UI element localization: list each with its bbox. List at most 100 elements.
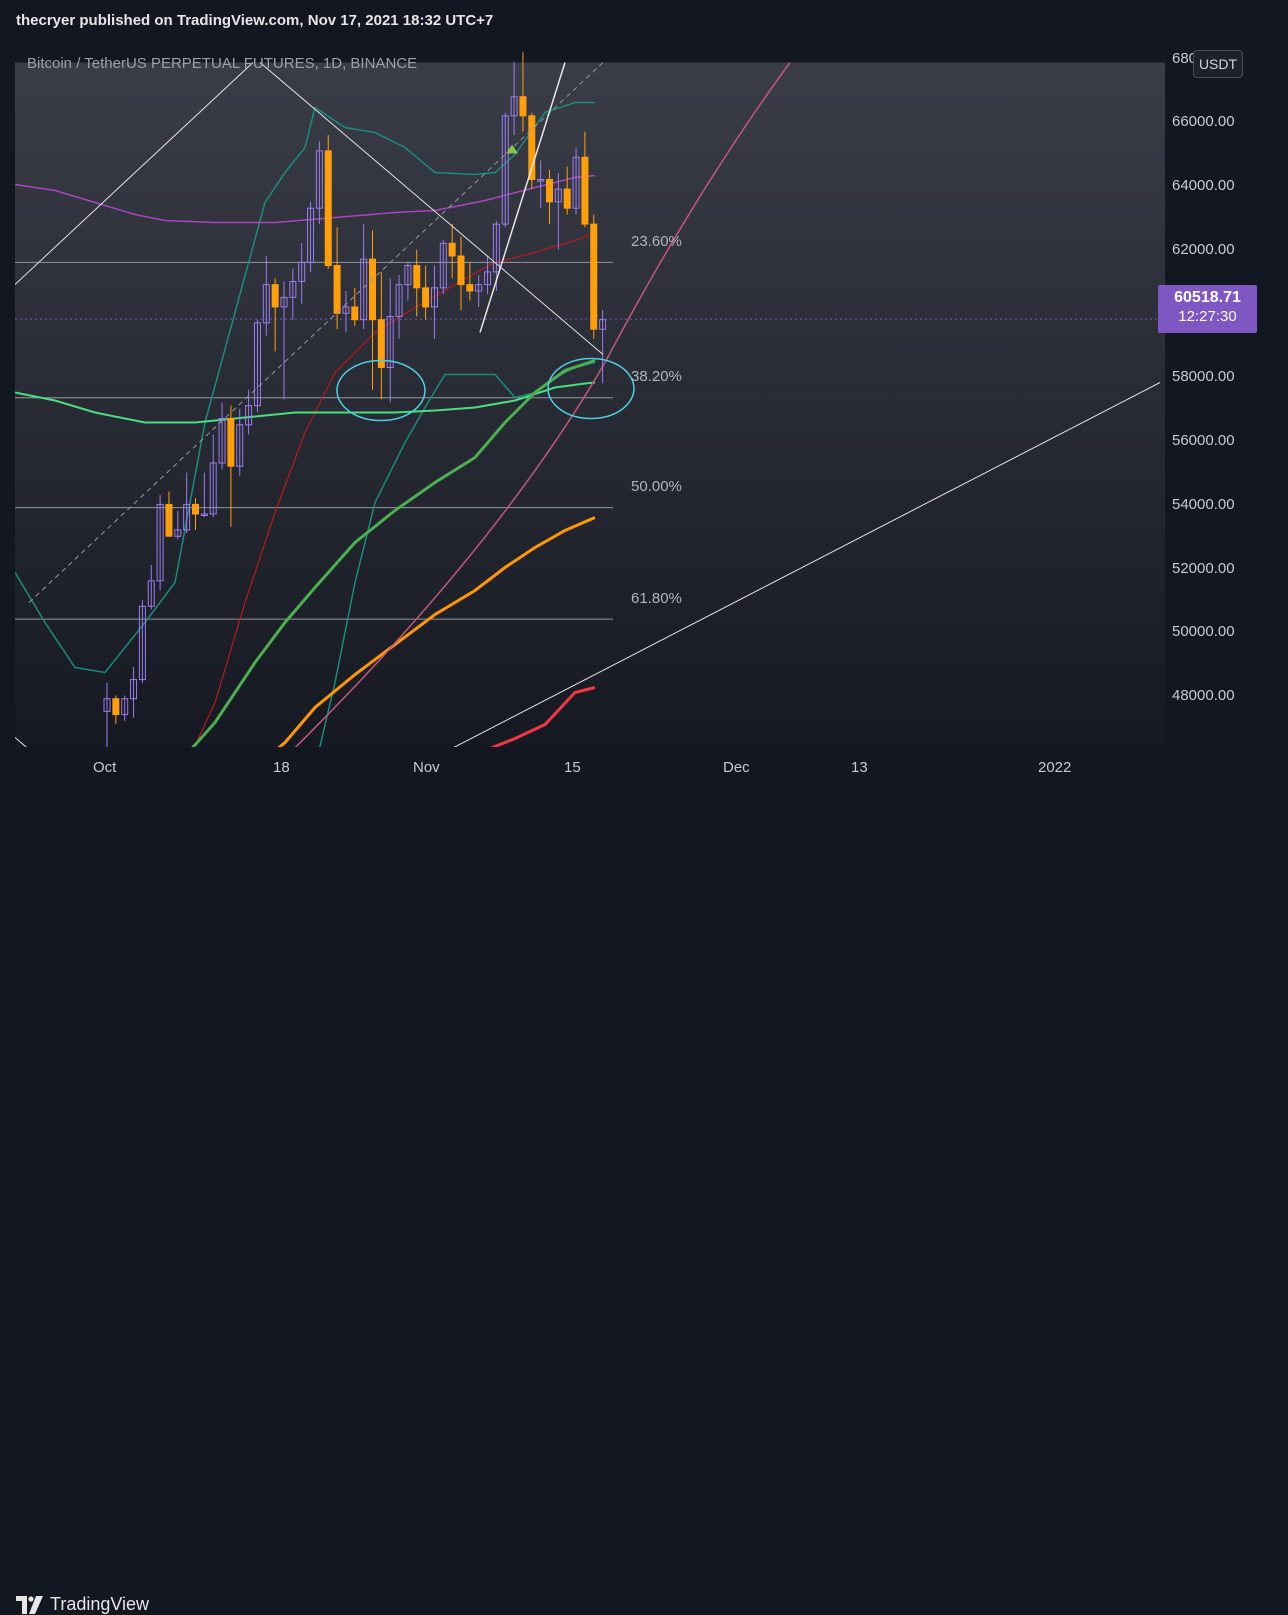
candle-body-12 (209, 462, 217, 515)
candle-body-50 (546, 179, 553, 203)
candle-body-29 (360, 258, 368, 321)
candle-body-31 (377, 319, 385, 368)
candle-body-43 (484, 271, 492, 286)
ma-light-green-line (15, 381, 596, 424)
candle-body-46 (510, 96, 518, 117)
candle-body-53 (572, 156, 580, 209)
middle-band-line (184, 231, 596, 768)
symbol-title: Bitcoin / TetherUS PERPETUAL FUTURES, 1D… (27, 55, 418, 72)
brand-name: TradingView (50, 1594, 150, 1614)
price-tick-label: 66000.00 (1172, 113, 1235, 130)
long-support-line (414, 382, 1161, 768)
ma-orange-line (254, 516, 596, 769)
candle-body-35 (413, 265, 421, 289)
candle-body-21 (289, 280, 297, 298)
price-chart[interactable] (15, 42, 1165, 788)
candle-body-49 (537, 179, 545, 182)
buy-signal-icon (506, 144, 518, 154)
price-tick-label-partial: 68000.00 (1172, 50, 1194, 67)
highlight-circle-left (336, 359, 426, 422)
steep-trendline (479, 62, 566, 333)
time-tick-label: 15 (564, 759, 581, 776)
candle-body-11 (200, 513, 208, 516)
candle-body-52 (563, 188, 571, 209)
trendline-up-left (15, 62, 254, 285)
publisher-info: thecryer published on TradingView.com, N… (16, 12, 494, 29)
candle-body-41 (466, 284, 474, 292)
candle-body-47 (519, 96, 527, 117)
candle-body-10 (192, 503, 199, 515)
candle-body-3 (130, 679, 138, 700)
candle-body-55 (590, 223, 598, 330)
fib-lines (15, 261, 1165, 620)
pink-curve (274, 62, 791, 769)
candle-body-33 (395, 284, 403, 317)
price-axis[interactable] (1165, 42, 1288, 788)
ma-purple-line (15, 174, 596, 224)
candle-body-34 (404, 265, 412, 286)
candle-body-9 (183, 503, 191, 531)
candle-body-23 (307, 207, 315, 263)
candle-body-48 (528, 115, 536, 181)
candle-body-30 (369, 258, 376, 321)
candle-body-38 (439, 242, 447, 289)
time-tick-label: 18 (273, 759, 290, 776)
time-tick-label: Nov (413, 759, 440, 776)
candle-body-26 (333, 265, 341, 314)
highlight-circle-right (547, 357, 635, 420)
candle-body-44 (492, 223, 500, 273)
price-tick-label: 64000.00 (1172, 177, 1235, 194)
candles (103, 52, 607, 788)
candle-body-8 (174, 529, 182, 537)
time-tick-label: Dec (723, 759, 750, 776)
candle-body-25 (324, 150, 332, 267)
price-tick-label: 58000.00 (1172, 368, 1235, 385)
candle-body-45 (501, 115, 509, 225)
candle-body-7 (165, 503, 173, 537)
price-tick-label: 54000.00 (1172, 496, 1235, 513)
candle-body-32 (386, 315, 394, 368)
candle-body-24 (315, 150, 323, 209)
candle-body-40 (457, 255, 465, 286)
bar-countdown: 12:27:30 (1178, 308, 1237, 325)
last-price-badge: 60518.71 12:27:30 (1158, 285, 1257, 333)
last-price-value: 60518.71 (1174, 289, 1241, 306)
fib-level-label: 38.20% (631, 368, 682, 386)
candle-body-28 (351, 306, 359, 321)
candle-body-1 (112, 698, 120, 716)
drawings (15, 62, 1161, 768)
candle-body-19 (271, 284, 279, 308)
time-tick-label: 2022 (1038, 759, 1072, 776)
fib-level-label: 61.80% (631, 589, 682, 607)
candle-body-54 (581, 156, 589, 225)
trendline-down (259, 62, 604, 355)
currency-button[interactable]: USDT (1193, 50, 1243, 78)
candle-body-51 (554, 188, 562, 203)
candle-body-20 (280, 296, 288, 308)
price-tick-label: 56000.00 (1172, 432, 1235, 449)
fib-level-label: 50.00% (631, 478, 682, 496)
candle-body-42 (475, 284, 483, 292)
price-tick-label: 52000.00 (1172, 560, 1235, 577)
time-axis[interactable] (15, 747, 1165, 788)
time-tick-label: 13 (851, 759, 868, 776)
candle-body-16 (245, 405, 253, 426)
candle-body-27 (342, 306, 350, 314)
candle-body-5 (147, 580, 155, 607)
candle-body-39 (448, 242, 456, 257)
price-tick-label: 50000.00 (1172, 623, 1235, 640)
chart-header: thecryer published on TradingView.com, N… (0, 0, 1288, 42)
candle-body-56 (599, 319, 607, 330)
candle-body-15 (236, 424, 244, 467)
time-tick-label: Oct (93, 759, 117, 776)
price-tick-label: 62000.00 (1172, 241, 1235, 258)
candle-body-0 (103, 698, 111, 712)
candle-body-14 (227, 417, 235, 467)
candle-body-4 (138, 605, 146, 681)
footer: TradingView (0, 790, 1288, 1614)
candle-body-6 (156, 503, 164, 582)
candle-body-17 (253, 322, 261, 407)
candle-body-36 (422, 287, 430, 308)
candle-body-22 (298, 261, 306, 282)
ma-green-line (173, 359, 596, 769)
